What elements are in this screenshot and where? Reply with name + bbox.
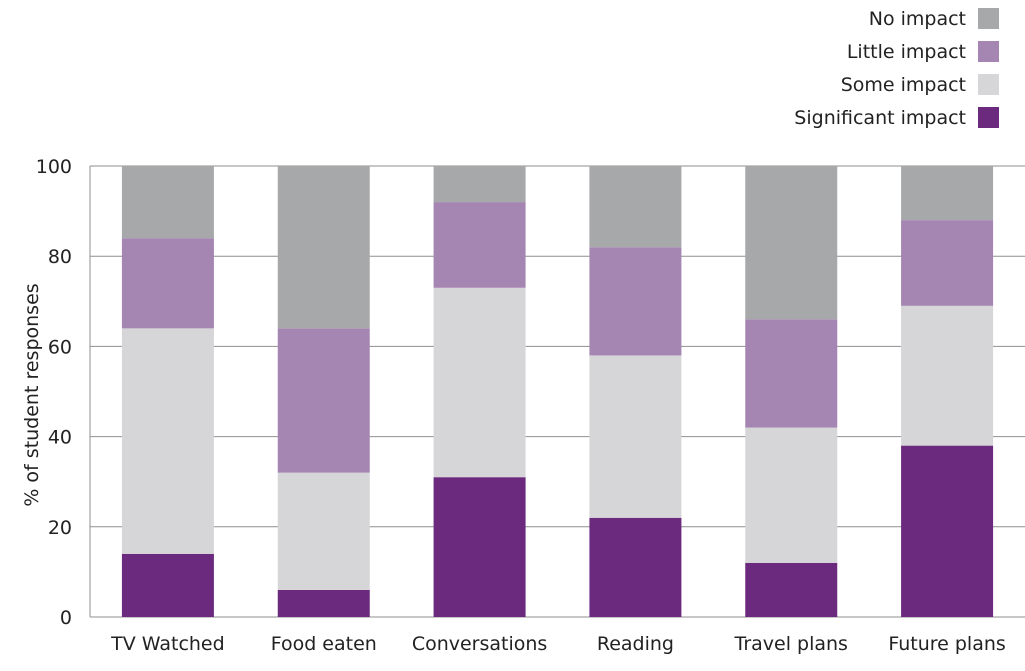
bar-segment-significant-impact-1 <box>277 589 370 617</box>
y-tick-label: 100 <box>36 156 72 178</box>
x-tick-label: Travel plans <box>734 633 848 655</box>
x-tick-label: Future plans <box>888 633 1005 655</box>
legend-swatch-some-impact <box>978 74 999 95</box>
bar-segment-significant-impact-3 <box>589 517 682 617</box>
legend-swatch-significant-impact <box>978 107 999 128</box>
bar-segment-no-impact-1 <box>277 166 370 329</box>
bar-segment-significant-impact-5 <box>901 445 994 617</box>
gridlines <box>90 165 1025 618</box>
bar-segment-little-impact-5 <box>901 220 994 306</box>
legend-label: No impact <box>869 8 966 30</box>
bar-segment-no-impact-2 <box>433 166 526 203</box>
bar-segment-little-impact-1 <box>277 328 370 473</box>
x-tick-label: TV Watched <box>110 633 225 655</box>
bar-segment-no-impact-4 <box>745 166 838 320</box>
legend-swatch-little-impact <box>978 41 999 62</box>
bar-segment-little-impact-2 <box>433 202 526 288</box>
axes: 0 20 40 60 80 100 TV Watched Food eaten Conversa… <box>36 156 1006 655</box>
bar-segment-significant-impact-0 <box>121 553 214 617</box>
legend-swatch-no-impact <box>978 8 999 29</box>
bar-segment-no-impact-3 <box>589 166 682 248</box>
bars <box>121 166 994 617</box>
legend: No impact Little impact Some impact Signifi… <box>794 8 999 129</box>
y-tick-label: 80 <box>48 246 72 268</box>
bar-segment-little-impact-4 <box>745 319 838 428</box>
bar-segment-some-impact-1 <box>277 472 370 590</box>
bar-segment-no-impact-5 <box>901 166 994 221</box>
bar-segment-significant-impact-2 <box>433 477 526 617</box>
legend-label: Little impact <box>847 41 966 63</box>
bar-segment-significant-impact-4 <box>745 562 838 617</box>
x-tick-label: Conversations <box>412 633 548 655</box>
y-tick-label: 40 <box>48 427 72 449</box>
legend-label: Significant impact <box>794 107 966 129</box>
bar-segment-some-impact-0 <box>121 328 214 554</box>
bar-segment-some-impact-3 <box>589 355 682 518</box>
bar-segment-little-impact-0 <box>121 238 214 329</box>
bar-segment-little-impact-3 <box>589 247 682 356</box>
y-tick-label: 20 <box>48 517 72 539</box>
legend-label: Some impact <box>841 74 966 96</box>
y-tick-label: 60 <box>48 336 72 358</box>
bar-segment-no-impact-0 <box>121 166 214 239</box>
bar-segment-some-impact-5 <box>901 305 994 446</box>
y-axis-title: % of student responses <box>21 283 43 506</box>
x-tick-label: Reading <box>597 633 674 655</box>
y-tick-label: 0 <box>60 607 72 629</box>
bar-segment-some-impact-4 <box>745 427 838 563</box>
x-tick-label: Food eaten <box>271 633 377 655</box>
bar-segment-some-impact-2 <box>433 287 526 478</box>
